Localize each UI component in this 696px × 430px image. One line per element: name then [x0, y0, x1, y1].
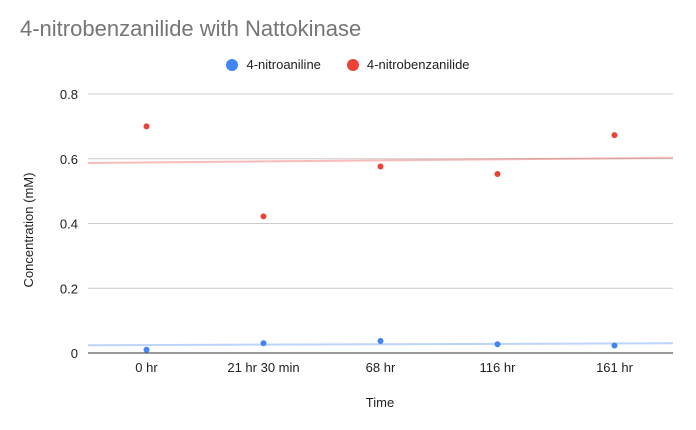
x-axis-title: Time: [366, 395, 394, 410]
legend-item-4-nitrobenzanilide[interactable]: 4-nitrobenzanilide: [346, 57, 470, 72]
trendline-4-nitroaniline: [87, 342, 674, 347]
y-tick-label: 0.8: [60, 87, 78, 102]
legend: 4-nitroaniline 4-nitrobenzanilide: [0, 57, 696, 72]
legend-label-4-nitrobenzanilide: 4-nitrobenzanilide: [366, 57, 470, 72]
trendline-4-nitrobenzanilide: [87, 156, 674, 164]
data-point-4-nitroaniline: [494, 341, 501, 348]
data-point-4-nitroaniline: [611, 342, 618, 349]
x-tick-label: 21 hr 30 min: [227, 360, 299, 375]
x-tick-label: 116 hr: [480, 360, 517, 375]
legend-label-4-nitroaniline: 4-nitroaniline: [246, 57, 321, 72]
x-tick-label: 161 hr: [596, 360, 634, 375]
data-point-4-nitroaniline: [377, 338, 384, 345]
data-point-4-nitrobenzanilide: [377, 163, 384, 170]
legend-marker-4-nitroaniline: [226, 58, 239, 71]
y-tick-label: 0.6: [60, 152, 78, 167]
data-point-4-nitrobenzanilide: [494, 170, 501, 177]
legend-marker-4-nitrobenzanilide: [346, 58, 359, 71]
x-tick-label: 0 hr: [135, 360, 158, 375]
y-axis-title: Concentration (mM): [21, 173, 36, 288]
data-point-4-nitroaniline: [260, 340, 267, 347]
y-tick-label: 0.2: [60, 281, 78, 296]
y-tick-label: 0: [71, 346, 78, 361]
x-tick-label: 68 hr: [366, 360, 396, 375]
data-point-4-nitrobenzanilide: [611, 132, 618, 139]
data-point-4-nitrobenzanilide: [143, 123, 150, 130]
chart-title: 4-nitrobenzanilide with Nattokinase: [20, 16, 362, 41]
legend-item-4-nitroaniline[interactable]: 4-nitroaniline: [226, 57, 321, 72]
y-tick-label: 0.4: [60, 217, 78, 232]
data-point-4-nitroaniline: [143, 346, 150, 353]
data-point-4-nitrobenzanilide: [260, 213, 267, 220]
